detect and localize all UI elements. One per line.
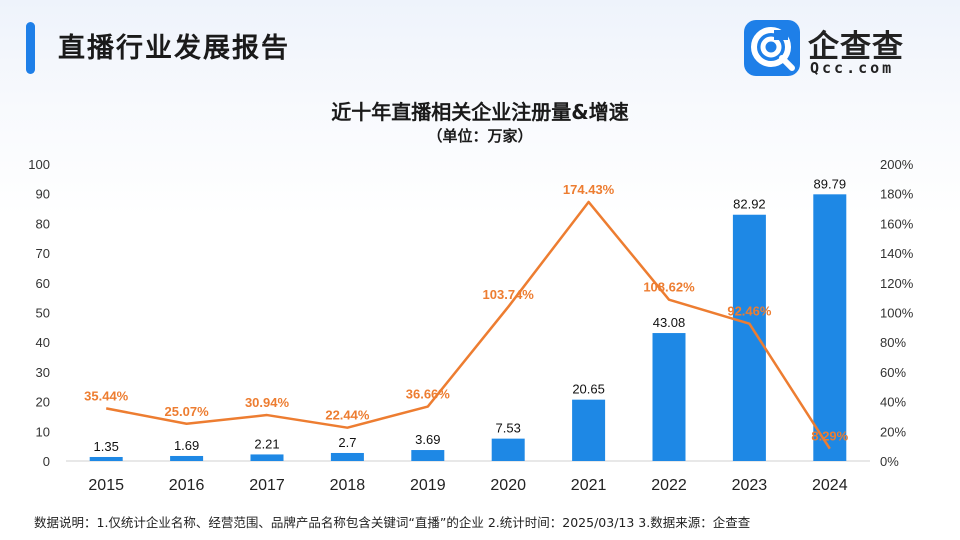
page-title: 直播行业发展报告 <box>58 33 290 64</box>
y-left-tick-label: 70 <box>36 246 50 261</box>
x-tick-label: 2021 <box>571 477 607 494</box>
growth-line <box>105 200 831 450</box>
line-data-label: 30.94% <box>245 395 290 410</box>
header-accent-bar <box>26 22 35 74</box>
y-right-tick-label: 180% <box>880 187 914 202</box>
line-data-label: 108.62% <box>643 280 695 295</box>
y-right-tick-label: 40% <box>880 395 906 410</box>
qcc-logo-icon <box>744 20 800 76</box>
y-left-tick-label: 100 <box>28 157 50 172</box>
x-tick-label: 2017 <box>249 477 285 494</box>
y-left-tick-label: 20 <box>36 395 50 410</box>
y-right-tick-label: 160% <box>880 216 914 231</box>
y-right-tick-label: 80% <box>880 335 906 350</box>
bar <box>652 333 686 461</box>
y-left-tick-label: 80 <box>36 216 50 231</box>
line-data-label: 103.74% <box>483 287 535 302</box>
bar-data-label: 1.35 <box>94 439 119 454</box>
bar <box>170 455 204 461</box>
bar-data-label: 82.92 <box>733 197 766 212</box>
bar <box>411 450 445 461</box>
x-tick-label: 2024 <box>812 477 848 494</box>
bar-data-label: 89.79 <box>814 176 847 191</box>
x-tick-label: 2015 <box>88 477 124 494</box>
line-data-label: 22.44% <box>325 408 370 423</box>
y-left-tick-label: 60 <box>36 276 50 291</box>
x-tick-label: 2020 <box>490 477 526 494</box>
y-left-tick-label: 30 <box>36 365 50 380</box>
x-tick-label: 2018 <box>330 477 366 494</box>
logo-domain: Qcc.com <box>810 59 895 77</box>
line-data-label: 92.46% <box>727 304 772 319</box>
bar <box>732 214 766 461</box>
y-left-tick-label: 0 <box>43 454 50 469</box>
bar <box>813 194 847 461</box>
data-note: 数据说明：1.仅统计企业名称、经营范围、品牌产品名称包含关键词“直播”的企业 2… <box>34 515 751 530</box>
bar <box>572 399 606 461</box>
y-right-tick-label: 20% <box>880 424 906 439</box>
bar-data-label: 1.69 <box>174 438 199 453</box>
line-data-label: 174.43% <box>563 182 615 197</box>
x-tick-label: 2022 <box>651 477 687 494</box>
line-data-label: 8.29% <box>811 429 848 444</box>
bar <box>250 454 284 461</box>
bar-data-label: 20.65 <box>572 382 605 397</box>
y-right-tick-label: 0% <box>880 454 899 469</box>
bar-data-label: 3.69 <box>415 432 440 447</box>
x-tick-label: 2019 <box>410 477 446 494</box>
y-right-tick-label: 60% <box>880 365 906 380</box>
logo-name: 企查查 <box>808 29 904 65</box>
line-data-label: 36.66% <box>406 387 451 402</box>
y-right-tick-label: 140% <box>880 246 914 261</box>
bar-data-label: 2.21 <box>254 436 279 451</box>
chart-subtitle: （单位：万家） <box>427 127 533 145</box>
bar-data-label: 43.08 <box>653 315 686 330</box>
y-right-tick-label: 200% <box>880 157 914 172</box>
chart-title: 近十年直播相关企业注册量&增速 <box>331 100 629 124</box>
bar-data-label: 7.53 <box>496 421 521 436</box>
x-tick-label: 2016 <box>169 477 205 494</box>
line-data-label: 35.44% <box>84 388 129 403</box>
line-data-label: 25.07% <box>165 404 210 419</box>
bar <box>89 456 123 461</box>
y-left-tick-label: 90 <box>36 187 50 202</box>
y-right-tick-label: 120% <box>880 276 914 291</box>
qcc-logo: 企查查 Qcc.com <box>744 20 936 80</box>
bar <box>491 438 525 461</box>
bar-data-label: 2.7 <box>338 435 356 450</box>
y-left-tick-label: 50 <box>36 306 50 321</box>
y-left-tick-label: 10 <box>36 424 50 439</box>
y-left-tick-label: 40 <box>36 335 50 350</box>
y-right-tick-label: 100% <box>880 306 914 321</box>
x-tick-label: 2023 <box>732 477 768 494</box>
bar <box>330 452 364 461</box>
